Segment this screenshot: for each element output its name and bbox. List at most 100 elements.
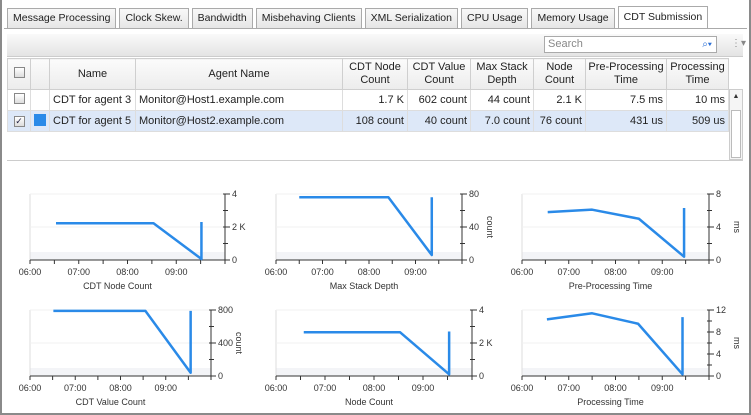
tab-message-processing[interactable]: Message Processing (7, 8, 117, 28)
y-tick-label: 0 (218, 371, 223, 381)
series-color-swatch (34, 113, 46, 126)
x-tick-label: 09:00 (165, 267, 188, 277)
y-tick-label: 0 (469, 255, 474, 265)
cell-max-stack-depth: 7.0 count (470, 110, 534, 132)
select-all-checkbox[interactable] (7, 58, 31, 90)
plot-band (276, 252, 462, 260)
chart-title: Max Stack Depth (330, 281, 399, 291)
x-tick-label: 08:00 (604, 267, 627, 277)
y-axis-label: ms (732, 337, 742, 349)
y-axis-label: ms (732, 221, 742, 233)
tab-cpu-usage[interactable]: CPU Usage (461, 8, 529, 28)
x-tick-label: 06:00 (265, 383, 288, 393)
plot-band (276, 368, 472, 376)
series-line (53, 309, 192, 374)
table-header: Name Agent Name CDT Node Count CDT Value… (7, 58, 729, 90)
x-tick-label: 06:00 (265, 267, 288, 277)
tab-bandwidth[interactable]: Bandwidth (191, 8, 253, 28)
header-color (30, 58, 50, 90)
x-tick-label: 07:00 (314, 383, 337, 393)
cell-name: CDT for agent 5 (49, 110, 136, 132)
chart-title: CDT Value Count (76, 397, 146, 407)
cdt-table: Name Agent Name CDT Node Count CDT Value… (7, 58, 729, 132)
tab-memory-usage[interactable]: Memory Usage (531, 8, 615, 28)
series-line (303, 331, 451, 376)
x-tick-label: 06:00 (511, 267, 534, 277)
y-tick-label: 0 (716, 371, 721, 381)
table-bottom-border (7, 160, 743, 161)
tab-misbehaving-clients[interactable]: Misbehaving Clients (255, 8, 362, 28)
header-agent-name[interactable]: Agent Name (135, 58, 343, 90)
x-tick-label: 07:00 (557, 383, 580, 393)
x-tick-label: 08:00 (363, 383, 386, 393)
header-processing-time[interactable]: Processing Time (666, 58, 729, 90)
scroll-thumb[interactable] (731, 110, 741, 158)
x-tick-label: 06:00 (511, 383, 534, 393)
y-tick-label: 4 (479, 305, 484, 315)
cell-cdt-node-count: 1.7 K (342, 89, 408, 111)
y-tick-label: 0 (479, 371, 484, 381)
plot-band (30, 252, 225, 260)
cell-cdt-node-count: 108 count (342, 110, 408, 132)
table-row[interactable]: CDT for agent 3 Monitor@Host1.example.co… (7, 89, 729, 111)
cell-processing-time: 10 ms (666, 89, 729, 111)
y-tick-label: 4 (716, 222, 721, 232)
cell-agent: Monitor@Host2.example.com (135, 110, 343, 132)
x-tick-label: 06:00 (19, 267, 42, 277)
series-line (299, 196, 434, 257)
plot-band (30, 368, 211, 376)
x-tick-label: 07:00 (64, 383, 87, 393)
tab-cdt-submission[interactable]: CDT Submission (617, 6, 709, 28)
series-line (56, 221, 203, 261)
x-tick-label: 08:00 (116, 267, 139, 277)
x-tick-label: 09:00 (651, 267, 674, 277)
column-chooser-icon[interactable]: ⋮▾ (731, 38, 747, 49)
y-tick-label: 80 (469, 189, 479, 199)
header-cdt-value-count[interactable]: CDT Value Count (407, 58, 471, 90)
tab-clock-skew[interactable]: Clock Skew. (119, 8, 189, 28)
search-icon[interactable]: ⌕▾ (702, 39, 712, 50)
y-tick-label: 2 K (232, 222, 246, 232)
cell-node-count: 76 count (533, 110, 586, 132)
x-tick-label: 08:00 (604, 383, 627, 393)
y-tick-label: 4 (232, 189, 237, 199)
search-input[interactable]: Search ⌕▾ (544, 36, 717, 53)
x-tick-label: 09:00 (404, 267, 427, 277)
tab-bar: Message Processing Clock Skew. Bandwidth… (7, 6, 709, 28)
y-tick-label: 8 (716, 189, 721, 199)
chart-title: CDT Node Count (83, 281, 152, 291)
chart-title: Processing Time (577, 397, 644, 407)
y-tick-label: 12 (716, 305, 726, 315)
search-placeholder: Search (548, 38, 583, 50)
plot-band (522, 252, 709, 260)
y-axis-label: count (234, 332, 244, 355)
cell-cdt-value-count: 602 count (407, 89, 471, 111)
cell-processing-time: 509 us (666, 110, 729, 132)
x-tick-label: 09:00 (651, 383, 674, 393)
header-name[interactable]: Name (49, 58, 136, 90)
header-cdt-node-count[interactable]: CDT Node Count (342, 58, 408, 90)
table-scrollbar[interactable]: ▲ (729, 89, 743, 160)
y-tick-label: 40 (469, 222, 479, 232)
y-tick-label: 800 (218, 305, 233, 315)
plot-band (522, 368, 709, 376)
y-tick-label: 0 (232, 255, 237, 265)
table-row[interactable]: ✓ CDT for agent 5 Monitor@Host2.example.… (7, 110, 729, 132)
y-tick-label: 2 K (479, 338, 493, 348)
header-pre-processing-time[interactable]: Pre-Processing Time (585, 58, 667, 90)
x-tick-label: 08:00 (109, 383, 132, 393)
y-tick-label: 400 (218, 338, 233, 348)
cell-agent: Monitor@Host1.example.com (135, 89, 343, 111)
x-tick-label: 07:00 (557, 267, 580, 277)
tab-xml-serialization[interactable]: XML Serialization (364, 8, 458, 28)
x-tick-label: 08:00 (358, 267, 381, 277)
row-checkbox[interactable]: ✓ (7, 110, 31, 132)
y-tick-label: 0 (716, 255, 721, 265)
header-max-stack-depth[interactable]: Max Stack Depth (470, 58, 534, 90)
y-axis-label: count (485, 216, 495, 239)
chart-title: Pre-Processing Time (569, 281, 653, 291)
scroll-up-icon[interactable]: ▲ (732, 93, 740, 100)
x-tick-label: 07:00 (67, 267, 90, 277)
